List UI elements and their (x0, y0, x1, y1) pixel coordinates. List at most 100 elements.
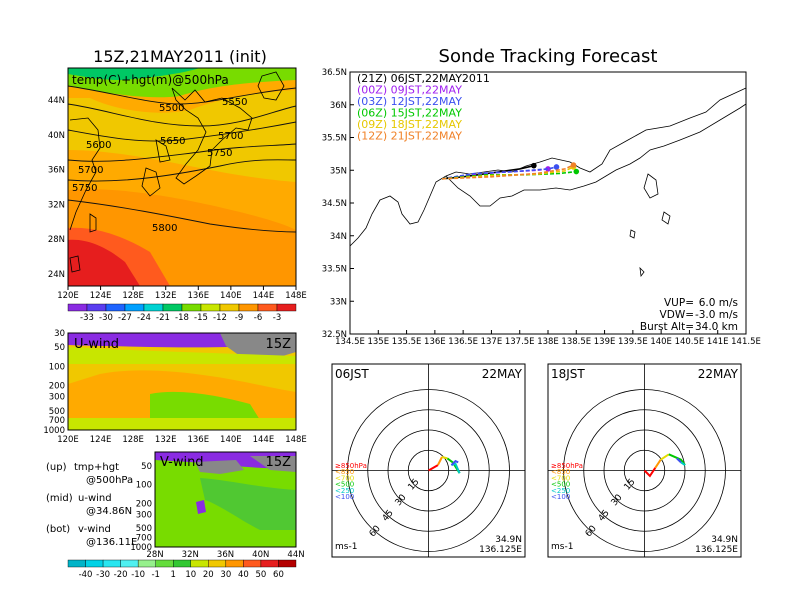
lon-tick-label: 148E (285, 291, 307, 301)
colorbar-swatch (155, 559, 174, 568)
legend-mid-field: u-wind (78, 493, 112, 504)
colorbar-swatch (225, 559, 244, 568)
lon-tick-label: 132E (155, 435, 177, 445)
lon-tick-label: 138.5E (561, 337, 591, 347)
map-field-label: temp(C)+hgt(m)@500hPa (72, 73, 229, 87)
lon-tick-label: 137.5E (505, 337, 535, 347)
colorbar-label: -27 (118, 313, 132, 323)
trajectory-map: (21Z) 06JST,22MAY2011(00Z) 09JST,22MAY(0… (349, 71, 747, 335)
pressure-tick-label: 1000 (130, 543, 152, 553)
lon-tick-label: 128E (122, 291, 144, 301)
colorbar-swatch (260, 559, 279, 568)
colorbar-label: -1 (151, 570, 159, 580)
vup-label: VUP= (664, 297, 694, 309)
traj-lon-ticks: 134.5E 135E 135.5E 136E 136.5E 137E 137.5E 138E… (335, 330, 761, 347)
lat-tick-label: 32N (182, 550, 199, 560)
lon-tick-label: 139E (594, 337, 616, 347)
colorbar-swatch (278, 559, 297, 568)
lat-tick-label: 44N (48, 96, 65, 106)
temp-height-map: 5500 5550 5600 5650 5700 5700 5750 5750 … (67, 67, 297, 287)
colorbar-label: -9 (235, 313, 243, 323)
colorbar-swatch (86, 303, 107, 312)
sonde-params: VUP= 6.0 m/s VDW= -3.0 m/s Burst Alt= 34… (640, 297, 738, 333)
lat-tick-label: 35.5N (322, 134, 347, 144)
legend-bot-field: v-wind (78, 524, 111, 535)
lat-tick-label: 34.5N (322, 199, 347, 209)
colorbar-swatch (190, 559, 209, 568)
lon-tick-label: 134.5E (335, 337, 365, 347)
lon-tick-label: 140E (650, 337, 672, 347)
colorbar-swatch (67, 303, 88, 312)
colorbar-label: -20 (114, 570, 128, 580)
colorbar-label: -6 (254, 313, 262, 323)
lat-tick-label: 40N (252, 550, 269, 560)
contour-label: 5500 (159, 103, 184, 114)
trajectory-line (442, 166, 574, 180)
lat-tick-label: 33N (330, 297, 347, 307)
legend-bot-level: @136.11E (86, 537, 137, 548)
lon-tick-label: 124E (90, 291, 112, 301)
colorbar-label: -10 (131, 570, 145, 580)
lon-tick-label: 140E (220, 291, 242, 301)
vwind-lat-ticks: 28N 32N 36N 40N 44N (146, 550, 304, 560)
level-legend-item: <250 (551, 487, 570, 495)
hodograph-segment (441, 456, 448, 460)
contour-label: 5600 (86, 140, 111, 151)
colorbar-label: 40 (238, 570, 249, 580)
level-legend-item: <100 (551, 493, 570, 501)
launch-legend-item: (06Z) 15JST,22MAY (357, 107, 462, 120)
colorbar-label: -24 (137, 313, 151, 323)
colorbar-label: -21 (156, 313, 170, 323)
lon-tick-label: 138E (537, 337, 559, 347)
colorbar-swatch (219, 303, 240, 312)
hodograph-date: 22MAY (698, 367, 739, 381)
hodograph-segment (676, 457, 682, 464)
colorbar-swatch (181, 303, 202, 312)
contour-label: 5750 (207, 148, 232, 159)
lat-tick-label: 32N (48, 200, 65, 210)
lon-tick-label: 136E (424, 337, 446, 347)
hodograph-segment (437, 456, 443, 466)
colorbar-swatch (276, 303, 297, 312)
main-title: Sonde Tracking Forecast (439, 46, 658, 67)
contour-label: 5800 (152, 223, 177, 234)
lon-tick-label: 120E (57, 435, 79, 445)
lon-tick-label: 135E (367, 337, 389, 347)
lat-tick-label: 36N (330, 101, 347, 111)
level-legend-item: ≥850hPa (551, 462, 583, 470)
lat-tick-label: 36N (217, 550, 234, 560)
level-legend-item: <100 (335, 493, 354, 501)
hodograph-segment (428, 464, 439, 472)
level-legend-item: <250 (335, 487, 354, 495)
vdw-label: VDW= (660, 309, 694, 321)
colorbar-swatch (85, 559, 104, 568)
colorbar-swatch (102, 559, 121, 568)
lat-tick-label: 28N (48, 235, 65, 245)
contour-label: 5550 (222, 97, 247, 108)
uwind-title: U-wind (74, 337, 119, 352)
level-legend-item: <500 (335, 481, 354, 489)
launch-legend: (21Z) 06JST,22MAY2011(00Z) 09JST,22MAY(0… (357, 72, 490, 143)
lat-tick-label: 36.5N (322, 68, 347, 78)
colorbar-label: -3 (273, 313, 281, 323)
colorbar-label: 50 (256, 570, 267, 580)
pressure-tick-label: 700 (136, 533, 152, 543)
left-map-title: 15Z,21MAY2011 (init) (93, 47, 267, 66)
pressure-tick-label: 100 (136, 481, 152, 491)
lon-tick-label: 136E (187, 291, 209, 301)
pressure-tick-label: 30 (54, 329, 65, 339)
pressure-tick-label: 1000 (43, 426, 65, 436)
lat-tick-label: 24N (48, 270, 65, 280)
landing-point (531, 162, 537, 169)
colorbar-label: 10 (185, 570, 196, 580)
colorbar-swatch (173, 559, 191, 568)
hodograph-lat: 34.9N (495, 535, 522, 545)
lon-tick-label: 148E (285, 435, 307, 445)
colorbar-swatch (124, 303, 145, 312)
lat-tick-label: 34N (330, 232, 347, 242)
colorbar-label: 60 (273, 570, 284, 580)
contour-label: 5700 (78, 165, 103, 176)
colorbar-label: -30 (99, 313, 113, 323)
vwind-section: V-wind 15Z (154, 451, 297, 548)
